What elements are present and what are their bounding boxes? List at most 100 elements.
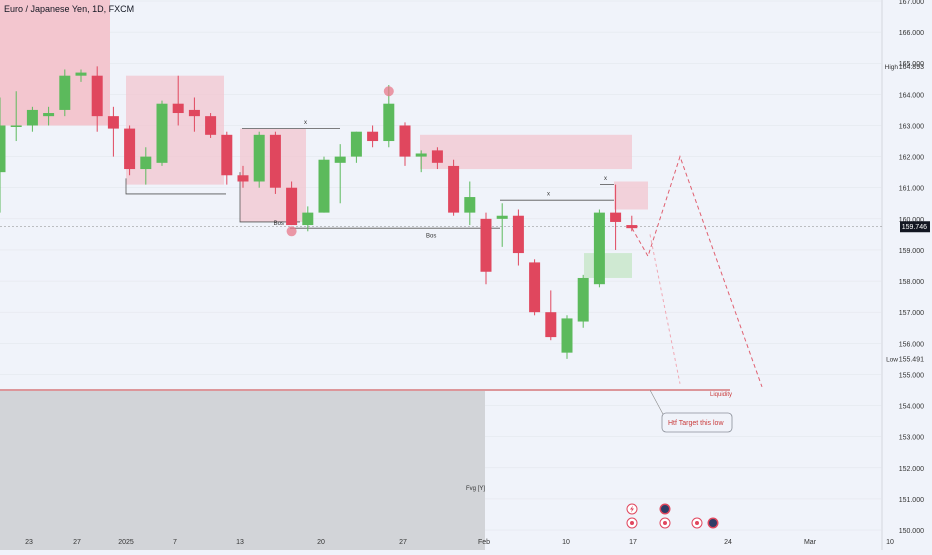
candle-up (318, 159, 330, 213)
price-tick-label: 161.000 (899, 186, 924, 193)
current-price-value: 159.746 (902, 224, 927, 231)
candle-up (140, 156, 152, 170)
candle-down (205, 116, 217, 135)
candle-down (188, 109, 200, 117)
candle-up (302, 212, 314, 226)
htf-note-box (661, 412, 733, 433)
candle-up (334, 156, 346, 163)
price-tick-label: 163.000 (899, 123, 924, 130)
candle-down (512, 215, 524, 254)
candle-down (431, 150, 443, 163)
candle-up (0, 125, 6, 173)
price-tick-label: 151.000 (899, 497, 924, 504)
high-label: High (885, 64, 899, 71)
projection-path (649, 234, 681, 384)
candle-down (124, 128, 136, 170)
candle-down (480, 218, 492, 272)
swing-high-marker (383, 86, 394, 97)
candle-up (253, 134, 265, 182)
x-label: x (304, 120, 307, 126)
candle-up (496, 215, 508, 219)
time-tick-label: 10 (562, 539, 570, 546)
candle-up (75, 72, 87, 76)
price-tick-label: 162.000 (899, 155, 924, 162)
time-axis: 23 27 2025 7 13 20 27 Feb 10 17 24 Mar 10 (25, 539, 894, 546)
bos-label: Bos (274, 221, 284, 227)
price-tick-label: 155.000 (899, 372, 924, 379)
target-dot (630, 521, 634, 525)
candle-up (593, 212, 605, 285)
price-tick-label: 154.000 (899, 404, 924, 411)
price-tick-label: 164.000 (899, 92, 924, 99)
low-value: 155.491 (899, 357, 924, 364)
candle-down (172, 103, 184, 114)
time-tick-label: Mar (804, 539, 817, 546)
supply-zone (420, 134, 632, 170)
chart-title: Euro / Japanese Yen, 1D, FXCM (4, 4, 135, 14)
time-tick-label: 2025 (118, 539, 134, 546)
time-tick-label: 17 (629, 539, 637, 546)
target-dot (695, 521, 699, 525)
candle-up (43, 113, 55, 117)
candle-down (448, 165, 460, 213)
price-tick-label: 160.000 (899, 217, 924, 224)
fvg-zone (0, 391, 485, 550)
time-tick-label: 27 (399, 539, 407, 546)
avatar-face (661, 505, 669, 513)
candle-down (221, 134, 233, 176)
swing-low-marker (286, 226, 297, 237)
candle-down (237, 175, 249, 182)
time-tick-label: 23 (25, 539, 33, 546)
event-icons (626, 503, 719, 529)
time-tick-label: 20 (317, 539, 325, 546)
time-tick-label: 24 (724, 539, 732, 546)
low-label: Low (886, 357, 898, 364)
candle-up (10, 125, 22, 127)
avatar-face (709, 519, 717, 527)
lightning-bolt (630, 505, 634, 513)
high-value: 164.893 (899, 64, 924, 71)
candle-up (26, 109, 38, 126)
candle-up (561, 318, 573, 353)
candle-down (545, 312, 557, 338)
supply-zone (0, 0, 110, 126)
time-tick-label: 7 (173, 539, 177, 546)
price-tick-label: 165.000 (899, 61, 924, 68)
htf-note-text: Htf Target this low (668, 420, 724, 427)
candle-down (269, 134, 281, 188)
candle-up (577, 277, 589, 322)
candle-up (383, 103, 395, 142)
annotation-lines (0, 128, 882, 391)
price-tick-label: 166.000 (899, 30, 924, 37)
zone-bracket (125, 178, 226, 195)
price-tick-label: 157.000 (899, 310, 924, 317)
candle-down (610, 212, 622, 222)
price-tick-label: 156.000 (899, 341, 924, 348)
bos-label: Bos (426, 234, 436, 240)
annotation-labels: Bos Bos x x x Liquidity Htf Target this low Fvg… (274, 120, 733, 492)
candle-up (59, 75, 71, 110)
current-price-badge (900, 221, 930, 233)
candle-down (626, 225, 638, 229)
price-tick-label: 159.000 (899, 248, 924, 255)
price-tick-label: 150.000 (899, 528, 924, 535)
zone-bracket (239, 172, 300, 223)
note-pointer (649, 389, 665, 417)
candle-down (91, 75, 103, 117)
liquidity-label: Liquidity (710, 392, 732, 398)
x-label: x (547, 192, 550, 198)
candle-down (399, 125, 411, 157)
projection-path (631, 155, 763, 388)
price-tick-label: 158.000 (899, 279, 924, 286)
time-tick-label: 27 (73, 539, 81, 546)
time-tick-label: Feb (478, 539, 490, 546)
candle-up (415, 153, 427, 157)
candles (0, 66, 638, 359)
candle-down (367, 131, 379, 142)
demand-zone (584, 253, 632, 278)
price-tick-label: 152.000 (899, 466, 924, 473)
price-tick-label: 167.000 (899, 0, 924, 6)
target-dot (663, 521, 667, 525)
